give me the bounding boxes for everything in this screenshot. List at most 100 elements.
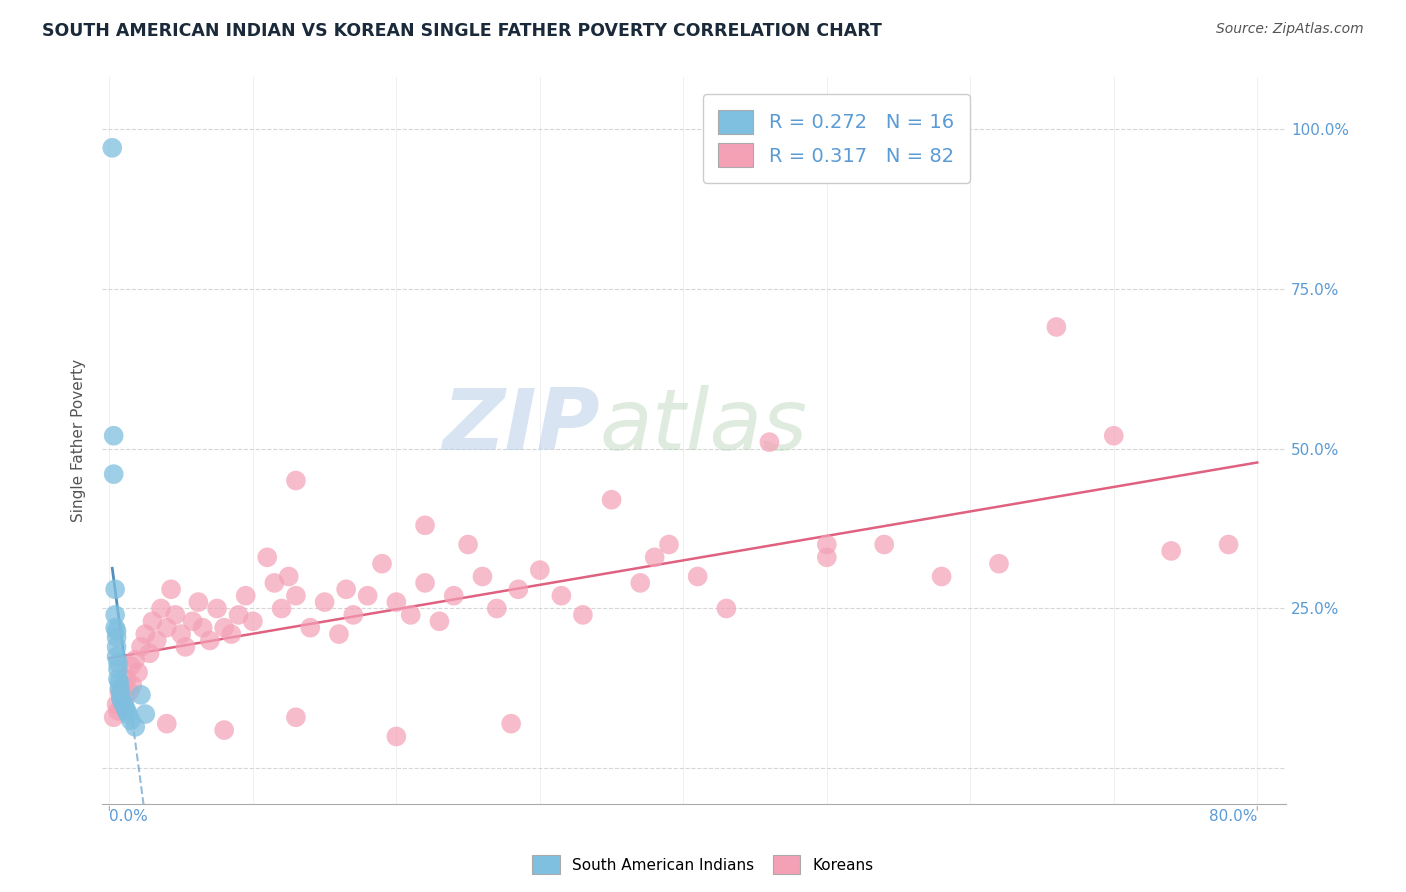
- Point: [205, 601, 228, 615]
- Point: [107, 672, 129, 686]
- Point: [105, 698, 128, 712]
- Point: [134, 627, 156, 641]
- Point: [174, 640, 197, 654]
- Point: [108, 684, 131, 698]
- Point: [110, 686, 132, 700]
- Text: 0.0%: 0.0%: [110, 809, 148, 823]
- Text: SOUTH AMERICAN INDIAN VS KOREAN SINGLE FATHER POVERTY CORRELATION CHART: SOUTH AMERICAN INDIAN VS KOREAN SINGLE F…: [42, 22, 882, 40]
- Point: [114, 700, 136, 714]
- Point: [115, 672, 138, 686]
- Point: [156, 621, 179, 635]
- Point: [1160, 544, 1182, 558]
- Point: [105, 624, 128, 638]
- Point: [111, 698, 134, 712]
- Point: [277, 569, 299, 583]
- Point: [399, 607, 422, 622]
- Point: [658, 537, 681, 551]
- Point: [110, 691, 132, 706]
- Point: [187, 595, 209, 609]
- Point: [165, 607, 187, 622]
- Point: [118, 684, 141, 698]
- Point: [112, 698, 135, 712]
- Point: [873, 537, 896, 551]
- Point: [112, 678, 135, 692]
- Point: [371, 557, 394, 571]
- Point: [108, 675, 131, 690]
- Point: [101, 141, 124, 155]
- Point: [931, 569, 953, 583]
- Point: [429, 615, 451, 629]
- Point: [284, 589, 307, 603]
- Point: [413, 575, 436, 590]
- Point: [1102, 428, 1125, 442]
- Point: [198, 633, 221, 648]
- Point: [314, 595, 336, 609]
- Text: Source: ZipAtlas.com: Source: ZipAtlas.com: [1216, 22, 1364, 37]
- Point: [181, 615, 204, 629]
- Point: [988, 557, 1011, 571]
- Point: [335, 582, 357, 597]
- Point: [121, 678, 143, 692]
- Point: [1218, 537, 1240, 551]
- Point: [105, 640, 128, 654]
- Point: [508, 582, 530, 597]
- Point: [270, 601, 292, 615]
- Point: [385, 730, 408, 744]
- Point: [150, 601, 173, 615]
- Point: [103, 710, 125, 724]
- Point: [815, 537, 838, 551]
- Point: [328, 627, 350, 641]
- Text: 80.0%: 80.0%: [1209, 809, 1257, 823]
- Point: [105, 649, 128, 664]
- Point: [550, 589, 572, 603]
- Point: [457, 537, 479, 551]
- Point: [114, 691, 136, 706]
- Point: [471, 569, 494, 583]
- Point: [385, 595, 408, 609]
- Point: [104, 582, 127, 597]
- Point: [127, 665, 149, 680]
- Point: [120, 659, 142, 673]
- Point: [104, 621, 127, 635]
- Point: [138, 646, 160, 660]
- Point: [716, 601, 738, 615]
- Point: [263, 575, 285, 590]
- Point: [413, 518, 436, 533]
- Point: [124, 653, 146, 667]
- Point: [256, 550, 278, 565]
- Point: [160, 582, 183, 597]
- Point: [103, 428, 125, 442]
- Point: [107, 656, 129, 670]
- Point: [600, 492, 623, 507]
- Legend: South American Indians, Koreans: South American Indians, Koreans: [526, 849, 880, 880]
- Text: atlas: atlas: [599, 384, 807, 467]
- Point: [242, 615, 264, 629]
- Point: [104, 607, 127, 622]
- Point: [1045, 320, 1067, 334]
- Point: [628, 575, 651, 590]
- Point: [111, 694, 134, 708]
- Point: [284, 474, 307, 488]
- Point: [191, 621, 214, 635]
- Point: [686, 569, 709, 583]
- Point: [108, 681, 131, 696]
- Text: ZIP: ZIP: [441, 384, 599, 467]
- Point: [145, 633, 167, 648]
- Point: [156, 716, 179, 731]
- Point: [221, 627, 243, 641]
- Point: [815, 550, 838, 565]
- Point: [120, 714, 142, 728]
- Point: [758, 435, 780, 450]
- Point: [107, 704, 129, 718]
- Point: [485, 601, 508, 615]
- Point: [110, 691, 132, 706]
- Point: [443, 589, 465, 603]
- Point: [105, 630, 128, 644]
- Point: [107, 662, 129, 676]
- Point: [212, 621, 235, 635]
- Point: [644, 550, 666, 565]
- Point: [235, 589, 257, 603]
- Y-axis label: Single Father Poverty: Single Father Poverty: [72, 359, 86, 522]
- Point: [284, 710, 307, 724]
- Point: [228, 607, 250, 622]
